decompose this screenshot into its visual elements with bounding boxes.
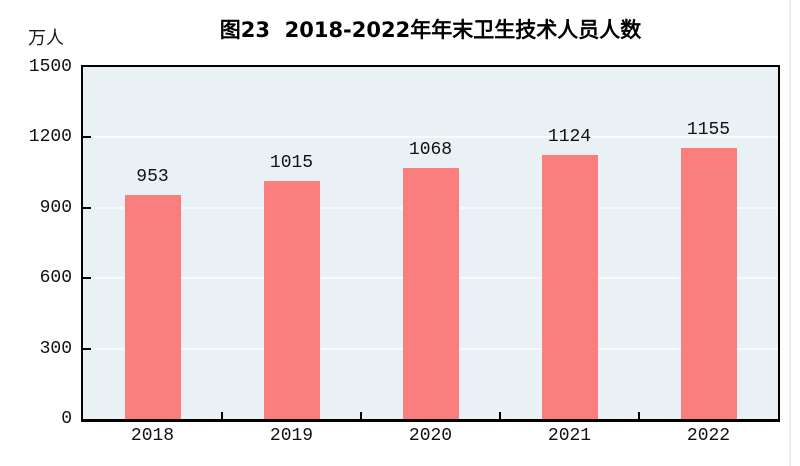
page-edge-line [789, 0, 791, 466]
chart-title: 图23 2018-2022年年末卫生技术人员人数 [219, 18, 642, 42]
bar-2019 [263, 180, 320, 419]
y-axis-unit-label: 万人 [28, 28, 64, 49]
x-axis-tick-2 [360, 412, 362, 419]
gridline-1200 [83, 136, 778, 139]
y-axis-label-1200: 1200 [28, 127, 72, 148]
y-axis-tick-600 [83, 277, 91, 280]
x-axis-label-2022: 2022 [686, 426, 731, 446]
x-axis-label-2019: 2019 [269, 426, 314, 446]
bar-value-label-2022: 1155 [686, 119, 731, 140]
bar-2018 [124, 195, 181, 419]
x-axis-label-2018: 2018 [130, 426, 175, 446]
y-axis-label-300: 300 [39, 338, 72, 359]
y-axis-label-1500: 1500 [28, 57, 72, 77]
x-axis-label-2020: 2020 [408, 426, 453, 446]
y-axis-tick-300 [83, 347, 91, 350]
x-axis-tick-4 [638, 412, 640, 419]
bar-value-label-2019: 1015 [269, 152, 314, 173]
bar-2021 [541, 155, 598, 419]
y-axis-tick-900 [83, 206, 91, 209]
bar-2022 [680, 147, 737, 419]
bar-value-label-2018: 953 [136, 167, 169, 188]
y-axis-label-900: 900 [39, 197, 72, 218]
plot-area: 953 1015 1068 1124 1155 [81, 65, 780, 422]
y-axis-label-600: 600 [39, 268, 72, 289]
x-axis-label-2021: 2021 [547, 426, 592, 446]
x-axis-tick-1 [221, 412, 223, 419]
bar-value-label-2021: 1124 [547, 127, 592, 148]
bar-value-label-2020: 1068 [408, 140, 453, 161]
bar-2020 [402, 168, 459, 419]
x-axis-tick-3 [499, 412, 501, 419]
y-axis-tick-1200 [83, 136, 91, 139]
y-axis-label-0: 0 [61, 409, 72, 429]
